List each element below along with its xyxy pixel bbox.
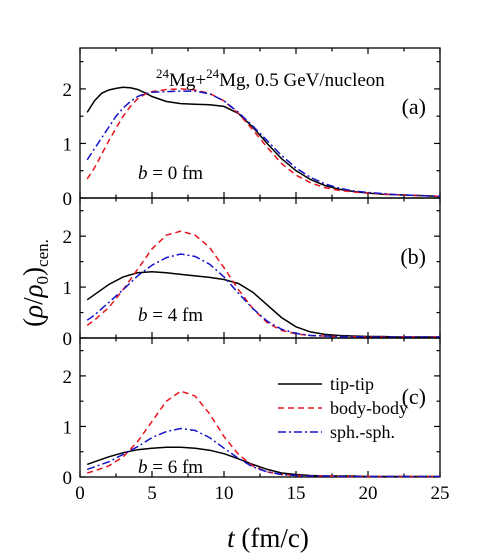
x-tick-label: 10 bbox=[215, 483, 234, 504]
panel-label: (a) bbox=[402, 94, 426, 119]
impact-parameter-label: b = 4 fm bbox=[138, 305, 203, 326]
y-tick-label: 2 bbox=[63, 80, 73, 101]
y-tick-label: 0 bbox=[63, 468, 73, 489]
series-line-sph-sph bbox=[86, 253, 440, 338]
y-axis-label: (ρ/ρ0)cen. bbox=[18, 239, 52, 327]
x-axis-label-unit: (fm/c) bbox=[235, 523, 309, 553]
panel-frame bbox=[79, 197, 441, 339]
impact-parameter-label: b = 6 fm bbox=[138, 457, 203, 478]
y-tick-label: 0 bbox=[63, 189, 73, 210]
panel-label: (c) bbox=[402, 384, 426, 409]
y-tick-label: 2 bbox=[63, 227, 73, 248]
panel-label: (b) bbox=[400, 244, 426, 269]
impact-parameter-label: b = 0 fm bbox=[138, 163, 203, 184]
y-axis-label-text: ρ bbox=[18, 305, 48, 319]
legend: tip-tip body-body sph.-sph. bbox=[278, 374, 408, 442]
x-axis-label: t (fm/c) bbox=[227, 523, 309, 553]
y-tick-label: 1 bbox=[63, 134, 73, 155]
legend-label: body-body bbox=[330, 398, 408, 418]
panel-2: 0 1 2 (b) b = 4 fm bbox=[63, 197, 441, 350]
legend-label: sph.-sph. bbox=[330, 422, 395, 442]
x-tick-label: 0 bbox=[75, 483, 85, 504]
y-axis-label-cen: cen. bbox=[33, 239, 52, 267]
x-axis-label-t: t bbox=[227, 523, 236, 553]
x-tick-label: 25 bbox=[431, 483, 450, 504]
x-tick-label: 20 bbox=[359, 483, 378, 504]
x-tick-label: 15 bbox=[287, 483, 306, 504]
y-tick-label: 2 bbox=[63, 367, 73, 388]
y-axis-label-rho0: ρ bbox=[18, 284, 48, 298]
y-axis-label-sub: 0 bbox=[33, 276, 52, 285]
series-line-tip-tip bbox=[86, 271, 440, 338]
x-tick-label: 5 bbox=[147, 483, 157, 504]
y-tick-label: 1 bbox=[63, 417, 73, 438]
system-annotation: 24Mg+24Mg, 0.5 GeV/nucleon bbox=[156, 66, 385, 91]
panel-3: 0 1 2 (c) b = 6 fm bbox=[63, 337, 441, 489]
y-tick-label: 0 bbox=[63, 329, 73, 350]
series-line-sph-sph bbox=[86, 90, 441, 198]
series-line-sph-sph bbox=[86, 427, 440, 478]
legend-label: tip-tip bbox=[330, 374, 374, 394]
panels: 0 1 2 (a) b = 0 fm 0 1 2 (b) b = 4 fm 0 1 2 (c) b = 6 … bbox=[63, 47, 441, 489]
y-tick-label: 1 bbox=[63, 278, 73, 299]
x-tick-labels: 0 5 10 15 20 25 bbox=[75, 483, 449, 504]
